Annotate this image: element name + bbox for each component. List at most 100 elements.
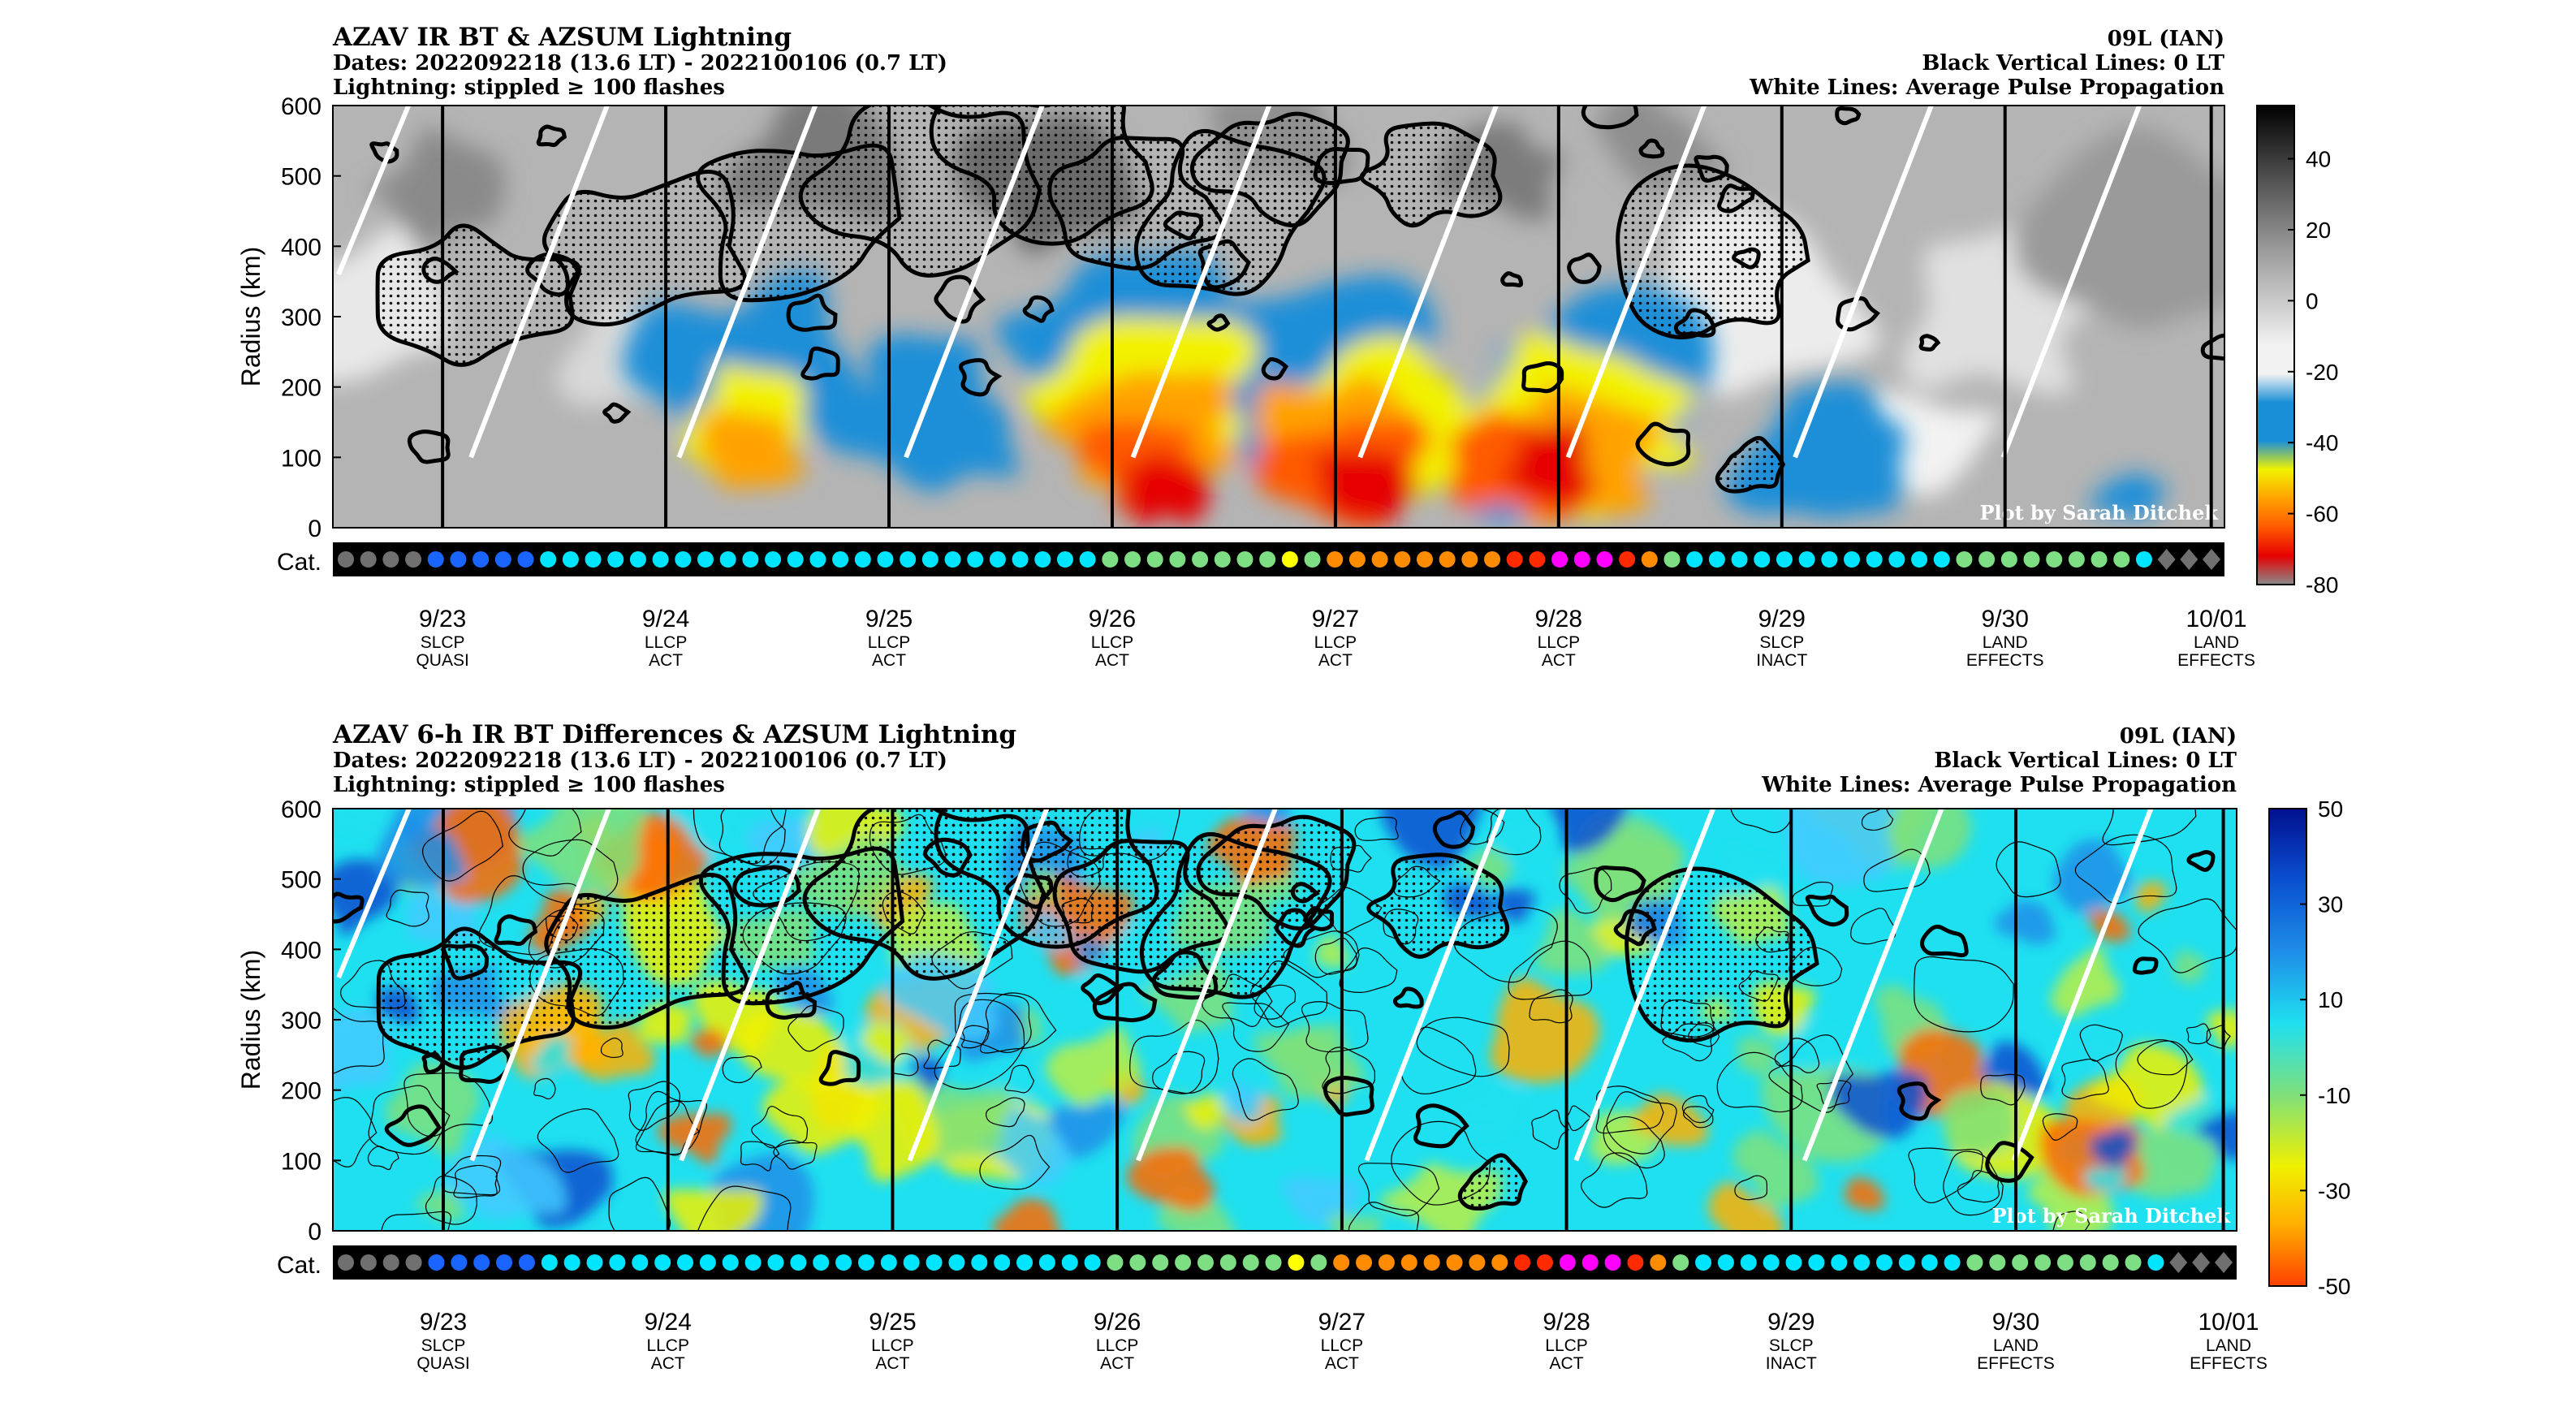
- category-marker: [609, 1254, 626, 1271]
- category-marker: [809, 551, 826, 568]
- category-strip: [333, 542, 2224, 576]
- category-marker: [1107, 1254, 1124, 1271]
- y-tick-label: 300: [281, 1008, 321, 1034]
- category-marker: [1559, 1254, 1576, 1271]
- category-marker: [562, 551, 579, 568]
- category-marker: [1686, 551, 1703, 568]
- category-marker: [2046, 551, 2063, 568]
- x-tick-date: 9/30: [1982, 606, 2029, 632]
- category-marker: [2079, 1254, 2096, 1271]
- category-marker: [473, 1254, 490, 1271]
- bottom-panel: AZAV 6-h IR BT Differences & AZSUM Light…: [0, 705, 2576, 1403]
- category-marker: [607, 551, 624, 568]
- x-tick-date: 9/26: [1094, 1309, 1141, 1336]
- category-marker: [540, 551, 557, 568]
- category-marker: [586, 1254, 603, 1271]
- category-marker: [382, 551, 399, 568]
- category-marker: [1911, 551, 1928, 568]
- x-tick-class: LAND: [1983, 633, 2028, 652]
- category-strip: [333, 1245, 2237, 1280]
- category-marker: [2068, 551, 2085, 568]
- category-marker: [1808, 1254, 1825, 1271]
- category-marker: [1536, 1254, 1553, 1271]
- category-marker: [1175, 1254, 1192, 1271]
- category-marker: [518, 1254, 535, 1271]
- x-tick-state: INACT: [1756, 651, 1807, 670]
- category-marker: [1034, 551, 1051, 568]
- x-tick-class: LLCP: [1545, 1336, 1588, 1355]
- x-tick-date: 9/27: [1312, 606, 1359, 632]
- category-marker: [675, 551, 692, 568]
- pulse-propagation-line: [1357, 106, 1499, 459]
- lightning-stipple: [376, 809, 1819, 1211]
- x-tick-date: 10/01: [2198, 1309, 2259, 1336]
- x-tick-date: 9/30: [1992, 1309, 2039, 1336]
- category-marker: [2056, 1254, 2073, 1271]
- chart-title: AZAV IR BT & AZSUM Lightning: [332, 23, 792, 52]
- x-tick-date: 10/01: [2186, 606, 2246, 632]
- x-tick-date: 9/29: [1758, 606, 1806, 632]
- y-axis-label: Radius (km): [236, 247, 265, 386]
- category-marker: [1581, 1254, 1599, 1271]
- y-tick-label: 500: [281, 867, 321, 894]
- x-tick-date: 9/24: [642, 606, 689, 632]
- category-marker: [1333, 1254, 1350, 1271]
- category-marker: [967, 551, 984, 568]
- category-marker: [1310, 1254, 1327, 1271]
- category-marker: [994, 1254, 1011, 1271]
- pulse-propagation-line: [1364, 809, 1506, 1162]
- colorbar-tick-label: -40: [2306, 430, 2338, 455]
- category-marker: [2102, 1254, 2119, 1271]
- x-tick-class: SLCP: [1769, 1336, 1814, 1355]
- category-marker: [1641, 551, 1658, 568]
- x-tick-state: ACT: [1318, 651, 1353, 670]
- x-tick-class: LLCP: [871, 1336, 914, 1355]
- pulse-propagation-line: [1136, 809, 1278, 1162]
- x-tick-date: 9/23: [419, 606, 466, 632]
- category-marker: [338, 1254, 354, 1271]
- category-marker: [428, 1254, 445, 1271]
- bottom-chart: AZAV 6-h IR BT Differences & AZSUM Light…: [236, 720, 2350, 1373]
- category-marker: [697, 551, 714, 568]
- category-marker: [1798, 551, 1815, 568]
- colorbar-tick-label: 30: [2318, 892, 2343, 917]
- x-tick-date: 9/23: [420, 1309, 467, 1336]
- category-marker: [1821, 551, 1838, 568]
- category-marker: [1124, 551, 1141, 568]
- category-marker: [563, 1254, 580, 1271]
- x-tick-date: 9/25: [869, 1309, 916, 1336]
- category-marker: [1259, 551, 1276, 568]
- pulse-propagation-line: [904, 106, 1045, 459]
- y-tick-label: 600: [281, 796, 321, 823]
- y-tick-label: 400: [281, 937, 321, 964]
- y-axis-label: Radius (km): [236, 950, 265, 1090]
- category-marker: [1604, 1254, 1621, 1271]
- category-marker: [1079, 551, 1096, 568]
- category-marker: [971, 1254, 988, 1271]
- pulse-propagation-line: [1801, 809, 1944, 1162]
- category-marker: [1371, 551, 1388, 568]
- pulse-propagation-line: [1565, 106, 1707, 459]
- category-marker: [2215, 1252, 2233, 1273]
- category-marker: [1853, 1254, 1871, 1271]
- category-marker: [496, 1254, 513, 1271]
- y-tick-label: 100: [281, 1148, 321, 1175]
- category-marker: [2180, 549, 2198, 570]
- x-tick-state: ACT: [651, 1354, 685, 1373]
- category-marker: [921, 551, 938, 568]
- lightning-contours: [369, 106, 2224, 467]
- pulse-propagation-line: [468, 106, 610, 459]
- category-marker: [767, 1254, 784, 1271]
- white-lines-note: White Lines: Average Pulse Propagation: [1749, 76, 2224, 100]
- category-marker: [494, 551, 511, 568]
- category-marker: [1491, 1254, 1508, 1271]
- x-tick-date: 9/25: [865, 606, 913, 632]
- category-marker: [654, 1254, 671, 1271]
- category-marker: [1672, 1254, 1689, 1271]
- category-marker: [2023, 551, 2040, 568]
- category-marker: [1192, 551, 1209, 568]
- category-marker: [765, 551, 782, 568]
- category-marker: [360, 1254, 377, 1271]
- category-marker: [1514, 1254, 1531, 1271]
